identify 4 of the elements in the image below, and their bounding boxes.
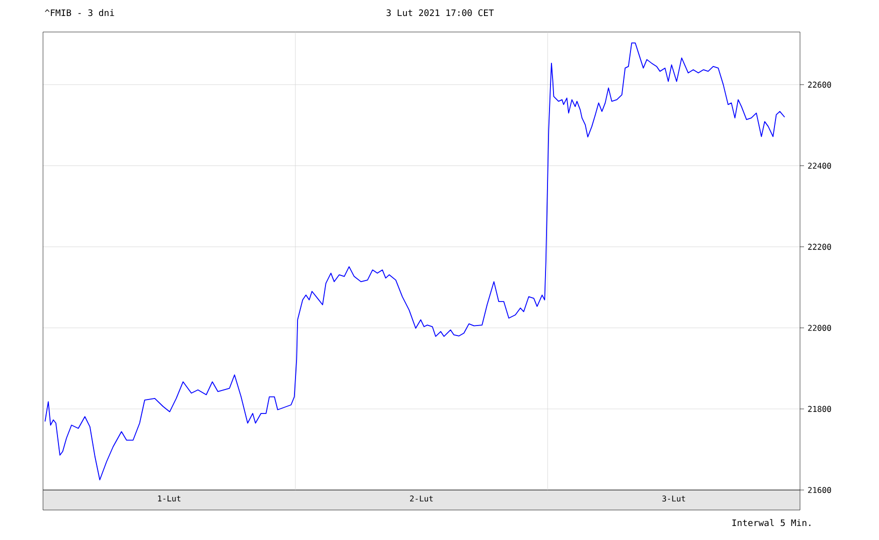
line-series <box>44 42 786 480</box>
chart-title: ^FMIB - 3 dni <box>44 9 114 16</box>
chart-subtitle: 3 Lut 2021 17:00 CET <box>386 9 494 16</box>
text: Interwal 5 Min. <box>732 519 810 526</box>
